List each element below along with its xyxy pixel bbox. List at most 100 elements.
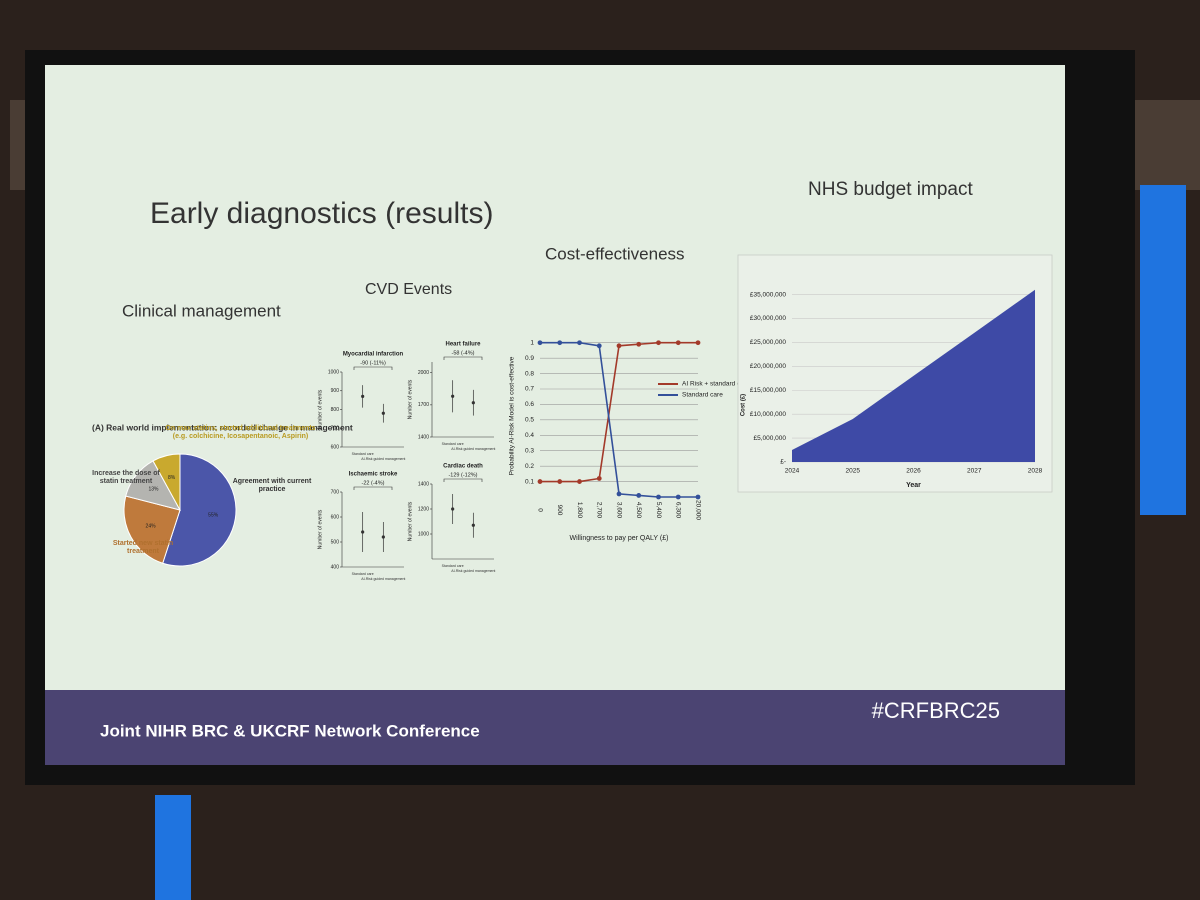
y-tick-label: 1000	[328, 369, 339, 375]
point	[577, 340, 582, 346]
x-axis-label: Year	[906, 482, 921, 489]
dot	[471, 401, 475, 405]
dot	[471, 523, 475, 527]
point	[636, 493, 642, 498]
y-tick-label: 0.2	[525, 463, 534, 470]
x-tick-label: 5,400	[655, 502, 662, 519]
slide-footer	[45, 690, 1065, 765]
x-axis-label: Willingness to pay per QALY (£)	[570, 535, 669, 542]
chart-title: Ischaemic stroke	[349, 472, 398, 478]
y-tick-label: 0.1	[525, 478, 534, 485]
point	[636, 341, 642, 347]
x-tick-label: 3,600	[615, 502, 622, 519]
y-tick-label: 0.4	[525, 432, 534, 439]
y-tick-label: 1200	[418, 506, 429, 512]
point	[616, 343, 622, 349]
y-tick-label: 2000	[418, 370, 429, 376]
point	[656, 340, 661, 346]
x-tick-label: 4,500	[635, 502, 642, 519]
y-tick-label: £25,000,000	[750, 339, 787, 346]
y-axis-label: Number of events	[317, 389, 323, 429]
point	[537, 340, 543, 346]
point	[616, 491, 622, 497]
category-label: Started new statin treatment	[112, 540, 174, 555]
annotation: -129 (-12%)	[448, 472, 477, 478]
point	[557, 479, 563, 484]
x-tick-label: 900	[556, 505, 563, 516]
y-tick-label: £10,000,000	[750, 411, 787, 418]
bracket	[353, 486, 393, 490]
x-tick-label: 2028	[1028, 468, 1043, 475]
y-axis-label: Cost (£)	[741, 394, 747, 416]
category-label: On max statins, started additional treat…	[165, 425, 316, 440]
y-tick-label: 1000	[418, 531, 429, 537]
area	[792, 289, 1035, 462]
heading: NHS budget impact	[808, 179, 973, 200]
bracket	[443, 478, 483, 482]
x-tick-label: 6,300	[675, 502, 682, 519]
annotation: -22 (-4%)	[362, 480, 385, 486]
point	[675, 494, 681, 500]
chart-title: Cardiac death	[443, 464, 483, 470]
bracket	[443, 356, 483, 360]
annotation: -58 (-4%)	[452, 350, 475, 356]
y-tick-label: 1	[530, 339, 534, 346]
y-tick-label: £-	[780, 459, 786, 466]
y-tick-label: 0.9	[525, 355, 534, 362]
y-tick-label: 600	[331, 444, 340, 450]
y-tick-label: 800	[331, 407, 340, 413]
chart-title: Myocardial infarction	[343, 352, 404, 358]
x-tick-label: 2027	[967, 468, 982, 475]
dot	[451, 394, 455, 398]
category-label: Agreement with current practice	[232, 478, 312, 493]
y-tick-label: £5,000,000	[753, 435, 786, 442]
slice-label: 13%	[148, 487, 159, 493]
y-tick-label: 0.6	[525, 401, 534, 408]
category-label: AI-Risk guided management	[451, 569, 495, 573]
chart-title: Heart failure	[445, 342, 481, 348]
x-tick-label: 1,800	[576, 502, 583, 519]
hashtag: #CRFBRC25	[872, 698, 1000, 723]
heading: CVD Events	[365, 281, 452, 298]
point	[577, 479, 582, 484]
y-tick-label: £35,000,000	[750, 291, 787, 298]
x-tick-label: 2025	[846, 468, 861, 475]
category-label: Standard care	[442, 564, 464, 568]
light-strip	[155, 795, 191, 900]
y-tick-label: 1400	[418, 434, 429, 440]
point	[695, 494, 701, 500]
annotation: -90 (-11%)	[360, 360, 386, 366]
heading: Clinical management	[122, 301, 281, 320]
y-tick-label: 1400	[418, 481, 429, 487]
dot	[381, 535, 385, 539]
y-tick-label: 600	[331, 514, 340, 520]
category-label: Increase the dose of statin treatment	[92, 470, 160, 485]
bracket	[353, 366, 393, 370]
legend-label: Standard care	[682, 392, 723, 399]
y-tick-label: £15,000,000	[750, 387, 787, 394]
slice-label: 8%	[168, 475, 176, 481]
point	[596, 343, 602, 349]
x-tick-label: 0	[536, 508, 543, 512]
legend-label: AI Risk + standard c	[682, 381, 741, 388]
y-tick-label: 700	[331, 426, 340, 432]
y-tick-label: 0.8	[525, 370, 534, 377]
category-label: Standard care	[352, 572, 374, 576]
category-label: AI-Risk guided management	[451, 447, 495, 451]
y-tick-label: 0.3	[525, 447, 534, 454]
x-tick-label: 2026	[906, 468, 921, 475]
y-axis-label: Number of events	[407, 379, 413, 419]
y-tick-label: 400	[331, 564, 340, 570]
x-tick-label: 20,000	[694, 500, 701, 520]
category-label: AI-Risk guided management	[361, 457, 405, 461]
x-tick-label: 2024	[785, 468, 800, 475]
y-tick-label: 700	[331, 489, 340, 495]
dot	[381, 411, 385, 415]
category-label: Standard care	[442, 442, 464, 446]
heading: Cost-effectiveness	[545, 244, 685, 263]
point	[675, 340, 681, 346]
dot	[361, 530, 365, 534]
y-tick-label: £30,000,000	[750, 315, 787, 322]
